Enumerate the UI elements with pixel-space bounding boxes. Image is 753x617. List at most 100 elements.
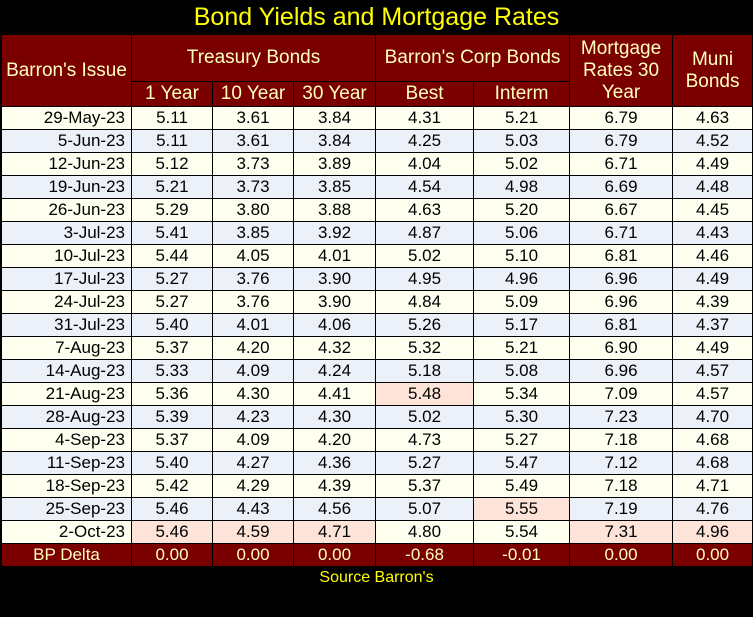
- table-row: 28-Aug-23 5.39 4.23 4.30 5.02 5.30 7.23 4.70: [1, 405, 753, 429]
- cell-corp-best: 5.48: [375, 382, 475, 406]
- table-row: 24-Jul-23 5.27 3.76 3.90 4.84 5.09 6.96 4.39: [1, 290, 753, 314]
- cell-mortgage-30yr: 6.81: [569, 244, 674, 268]
- table-row: 4-Sep-23 5.37 4.09 4.20 4.73 5.27 7.18 4.68: [1, 428, 753, 452]
- delta-label: BP Delta: [1, 543, 132, 567]
- header-mortgage-rates: Mortgage Rates 30 Year: [569, 34, 674, 107]
- cell-corp-best: 5.37: [375, 474, 475, 498]
- cell-treasury-1yr: 5.11: [131, 106, 213, 130]
- cell-corp-interm: 5.09: [473, 290, 571, 314]
- cell-issue-date: 31-Jul-23: [1, 313, 132, 337]
- cell-corp-interm: 5.21: [473, 336, 571, 360]
- cell-treasury-30yr: 4.36: [292, 451, 377, 475]
- cell-muni: 4.96: [672, 520, 753, 544]
- cell-corp-best: 4.63: [375, 198, 475, 222]
- cell-corp-interm: 5.34: [473, 382, 571, 406]
- cell-corp-best: 5.07: [375, 497, 475, 521]
- cell-mortgage-30yr: 7.19: [569, 497, 674, 521]
- cell-treasury-30yr: 3.88: [292, 198, 377, 222]
- table-row: 7-Aug-23 5.37 4.20 4.32 5.32 5.21 6.90 4.49: [1, 336, 753, 360]
- cell-muni: 4.46: [672, 244, 753, 268]
- cell-muni: 4.43: [672, 221, 753, 245]
- cell-corp-interm: 5.49: [473, 474, 571, 498]
- cell-muni: 4.63: [672, 106, 753, 130]
- delta-muni: 0.00: [672, 543, 753, 567]
- cell-treasury-1yr: 5.27: [131, 267, 213, 291]
- cell-treasury-10yr: 3.76: [212, 267, 294, 291]
- cell-issue-date: 4-Sep-23: [1, 428, 132, 452]
- cell-treasury-1yr: 5.27: [131, 290, 213, 314]
- cell-treasury-10yr: 3.85: [212, 221, 294, 245]
- cell-treasury-1yr: 5.46: [131, 497, 213, 521]
- cell-treasury-30yr: 4.20: [292, 428, 377, 452]
- cell-corp-interm: 5.54: [473, 520, 571, 544]
- cell-muni: 4.49: [672, 152, 753, 176]
- cell-treasury-10yr: 3.73: [212, 175, 294, 199]
- cell-corp-interm: 4.98: [473, 175, 571, 199]
- delta-treasury-10yr: 0.00: [212, 543, 294, 567]
- cell-treasury-30yr: 4.01: [292, 244, 377, 268]
- cell-treasury-10yr: 4.27: [212, 451, 294, 475]
- cell-corp-best: 4.54: [375, 175, 475, 199]
- cell-treasury-10yr: 3.76: [212, 290, 294, 314]
- cell-muni: 4.57: [672, 382, 753, 406]
- cell-corp-interm: 5.06: [473, 221, 571, 245]
- cell-mortgage-30yr: 7.09: [569, 382, 674, 406]
- cell-treasury-1yr: 5.41: [131, 221, 213, 245]
- cell-mortgage-30yr: 6.90: [569, 336, 674, 360]
- cell-issue-date: 24-Jul-23: [1, 290, 132, 314]
- cell-treasury-30yr: 3.89: [292, 152, 377, 176]
- cell-corp-best: 4.04: [375, 152, 475, 176]
- cell-treasury-10yr: 4.29: [212, 474, 294, 498]
- cell-mortgage-30yr: 7.23: [569, 405, 674, 429]
- cell-treasury-10yr: 4.09: [212, 359, 294, 383]
- cell-mortgage-30yr: 6.96: [569, 290, 674, 314]
- cell-muni: 4.68: [672, 451, 753, 475]
- cell-mortgage-30yr: 6.71: [569, 152, 674, 176]
- cell-corp-interm: 5.47: [473, 451, 571, 475]
- cell-treasury-10yr: 4.23: [212, 405, 294, 429]
- cell-issue-date: 3-Jul-23: [1, 221, 132, 245]
- table-row: 29-May-23 5.11 3.61 3.84 4.31 5.21 6.79 4.63: [1, 106, 753, 130]
- table-row: 17-Jul-23 5.27 3.76 3.90 4.95 4.96 6.96 4.49: [1, 267, 753, 291]
- subheader-1-year: 1 Year: [131, 81, 213, 107]
- cell-muni: 4.37: [672, 313, 753, 337]
- cell-mortgage-30yr: 7.12: [569, 451, 674, 475]
- cell-treasury-1yr: 5.29: [131, 198, 213, 222]
- cell-corp-best: 5.26: [375, 313, 475, 337]
- cell-issue-date: 28-Aug-23: [1, 405, 132, 429]
- cell-mortgage-30yr: 6.79: [569, 129, 674, 153]
- table-row: 31-Jul-23 5.40 4.01 4.06 5.26 5.17 6.81 4.37: [1, 313, 753, 337]
- cell-issue-date: 11-Sep-23: [1, 451, 132, 475]
- cell-issue-date: 19-Jun-23: [1, 175, 132, 199]
- header-muni-bonds: Muni Bonds: [672, 34, 753, 107]
- subheader-best: Best: [375, 81, 475, 107]
- delta-treasury-1yr: 0.00: [131, 543, 213, 567]
- cell-treasury-30yr: 3.84: [292, 129, 377, 153]
- cell-treasury-1yr: 5.21: [131, 175, 213, 199]
- cell-treasury-1yr: 5.44: [131, 244, 213, 268]
- cell-muni: 4.52: [672, 129, 753, 153]
- table-body: 29-May-23 5.11 3.61 3.84 4.31 5.21 6.79 4.63 5-J…: [1, 106, 753, 567]
- cell-muni: 4.71: [672, 474, 753, 498]
- cell-muni: 4.76: [672, 497, 753, 521]
- cell-treasury-10yr: 4.30: [212, 382, 294, 406]
- cell-treasury-1yr: 5.39: [131, 405, 213, 429]
- subheader-interm: Interm: [473, 81, 571, 107]
- cell-treasury-30yr: 3.90: [292, 290, 377, 314]
- cell-treasury-30yr: 4.32: [292, 336, 377, 360]
- cell-treasury-1yr: 5.37: [131, 428, 213, 452]
- cell-muni: 4.39: [672, 290, 753, 314]
- table-row: 18-Sep-23 5.42 4.29 4.39 5.37 5.49 7.18 4.71: [1, 474, 753, 498]
- cell-mortgage-30yr: 6.71: [569, 221, 674, 245]
- delta-treasury-30yr: 0.00: [292, 543, 377, 567]
- cell-muni: 4.57: [672, 359, 753, 383]
- bond-yields-table: Barron's Issue Treasury Bonds Barron's C…: [1, 34, 753, 567]
- cell-treasury-30yr: 3.84: [292, 106, 377, 130]
- cell-treasury-30yr: 4.06: [292, 313, 377, 337]
- table-row: 25-Sep-23 5.46 4.43 4.56 5.07 5.55 7.19 4.76: [1, 497, 753, 521]
- cell-issue-date: 2-Oct-23: [1, 520, 132, 544]
- delta-row: BP Delta 0.00 0.00 0.00 -0.68 -0.01 0.00 0.00: [1, 543, 753, 567]
- cell-treasury-1yr: 5.40: [131, 451, 213, 475]
- cell-corp-interm: 5.21: [473, 106, 571, 130]
- table-row: 11-Sep-23 5.40 4.27 4.36 5.27 5.47 7.12 4.68: [1, 451, 753, 475]
